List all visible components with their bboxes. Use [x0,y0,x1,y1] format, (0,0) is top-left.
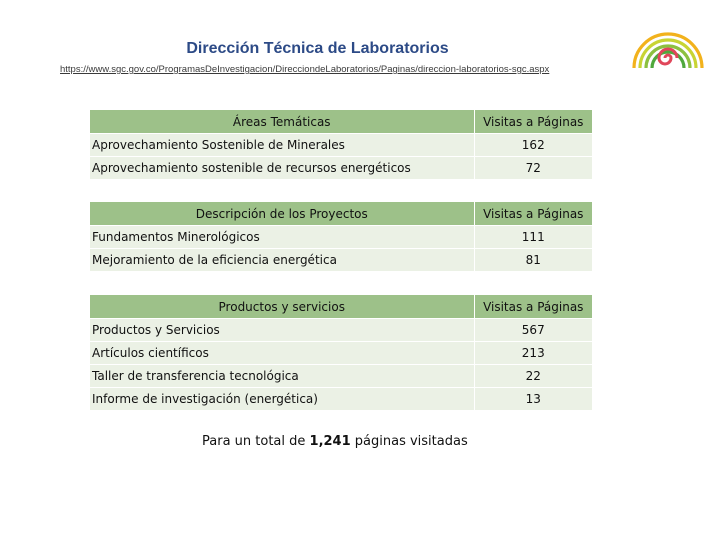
row-value: 162 [473,133,592,157]
descripcion-proyectos-table: Descripción de los Proyectos Visitas a P… [90,202,592,271]
row-value: 567 [473,318,592,342]
row-label: Aprovechamiento Sostenible de Minerales [90,133,474,157]
total-count: 1,241 [309,434,351,449]
page-title: Dirección Técnica de Laboratorios [186,40,449,57]
row-label: Fundamentos Minerológicos [90,225,474,249]
table-row: Productos y Servicios 567 [90,318,592,342]
row-label: Taller de transferencia tecnológica [90,364,474,388]
row-value: 81 [473,248,592,271]
total-prefix: Para un total de [202,434,310,449]
row-label: Productos y Servicios [90,318,474,342]
total-suffix: páginas visitadas [350,434,468,449]
table-row: Taller de transferencia tecnológica 22 [90,364,592,388]
row-value: 213 [473,341,592,365]
sgc-logo-icon [632,32,704,69]
row-value: 13 [473,387,592,410]
table-row: Aprovechamiento sostenible de recursos e… [90,156,592,179]
row-label: Aprovechamiento sostenible de recursos e… [90,156,474,179]
total-summary: Para un total de 1,241 páginas visitadas [202,434,468,449]
table-header-row: Descripción de los Proyectos Visitas a P… [90,202,592,226]
table-row: Artículos científicos 213 [90,341,592,365]
column-header: Áreas Temáticas [90,110,474,134]
row-label: Artículos científicos [90,341,474,365]
source-url-link[interactable]: https://www.sgc.gov.co/ProgramasDeInvest… [60,64,550,75]
table-row: Mejoramiento de la eficiencia energética… [90,248,592,271]
row-value: 22 [473,364,592,388]
row-value: 72 [473,156,592,179]
row-label: Mejoramiento de la eficiencia energética [90,248,474,271]
column-header: Visitas a Páginas [473,110,592,134]
productos-servicios-table: Productos y servicios Visitas a Páginas … [90,295,592,410]
areas-tematicas-table: Áreas Temáticas Visitas a Páginas Aprove… [90,110,592,179]
table-row: Fundamentos Minerológicos 111 [90,225,592,249]
column-header: Visitas a Páginas [473,295,592,319]
table-row: Informe de investigación (energética) 13 [90,387,592,410]
table-row: Aprovechamiento Sostenible de Minerales … [90,133,592,157]
row-value: 111 [473,225,592,249]
column-header: Productos y servicios [90,295,474,319]
column-header: Visitas a Páginas [473,202,592,226]
table-header-row: Áreas Temáticas Visitas a Páginas [90,110,592,134]
row-label: Informe de investigación (energética) [90,387,474,410]
table-header-row: Productos y servicios Visitas a Páginas [90,295,592,319]
column-header: Descripción de los Proyectos [90,202,474,226]
